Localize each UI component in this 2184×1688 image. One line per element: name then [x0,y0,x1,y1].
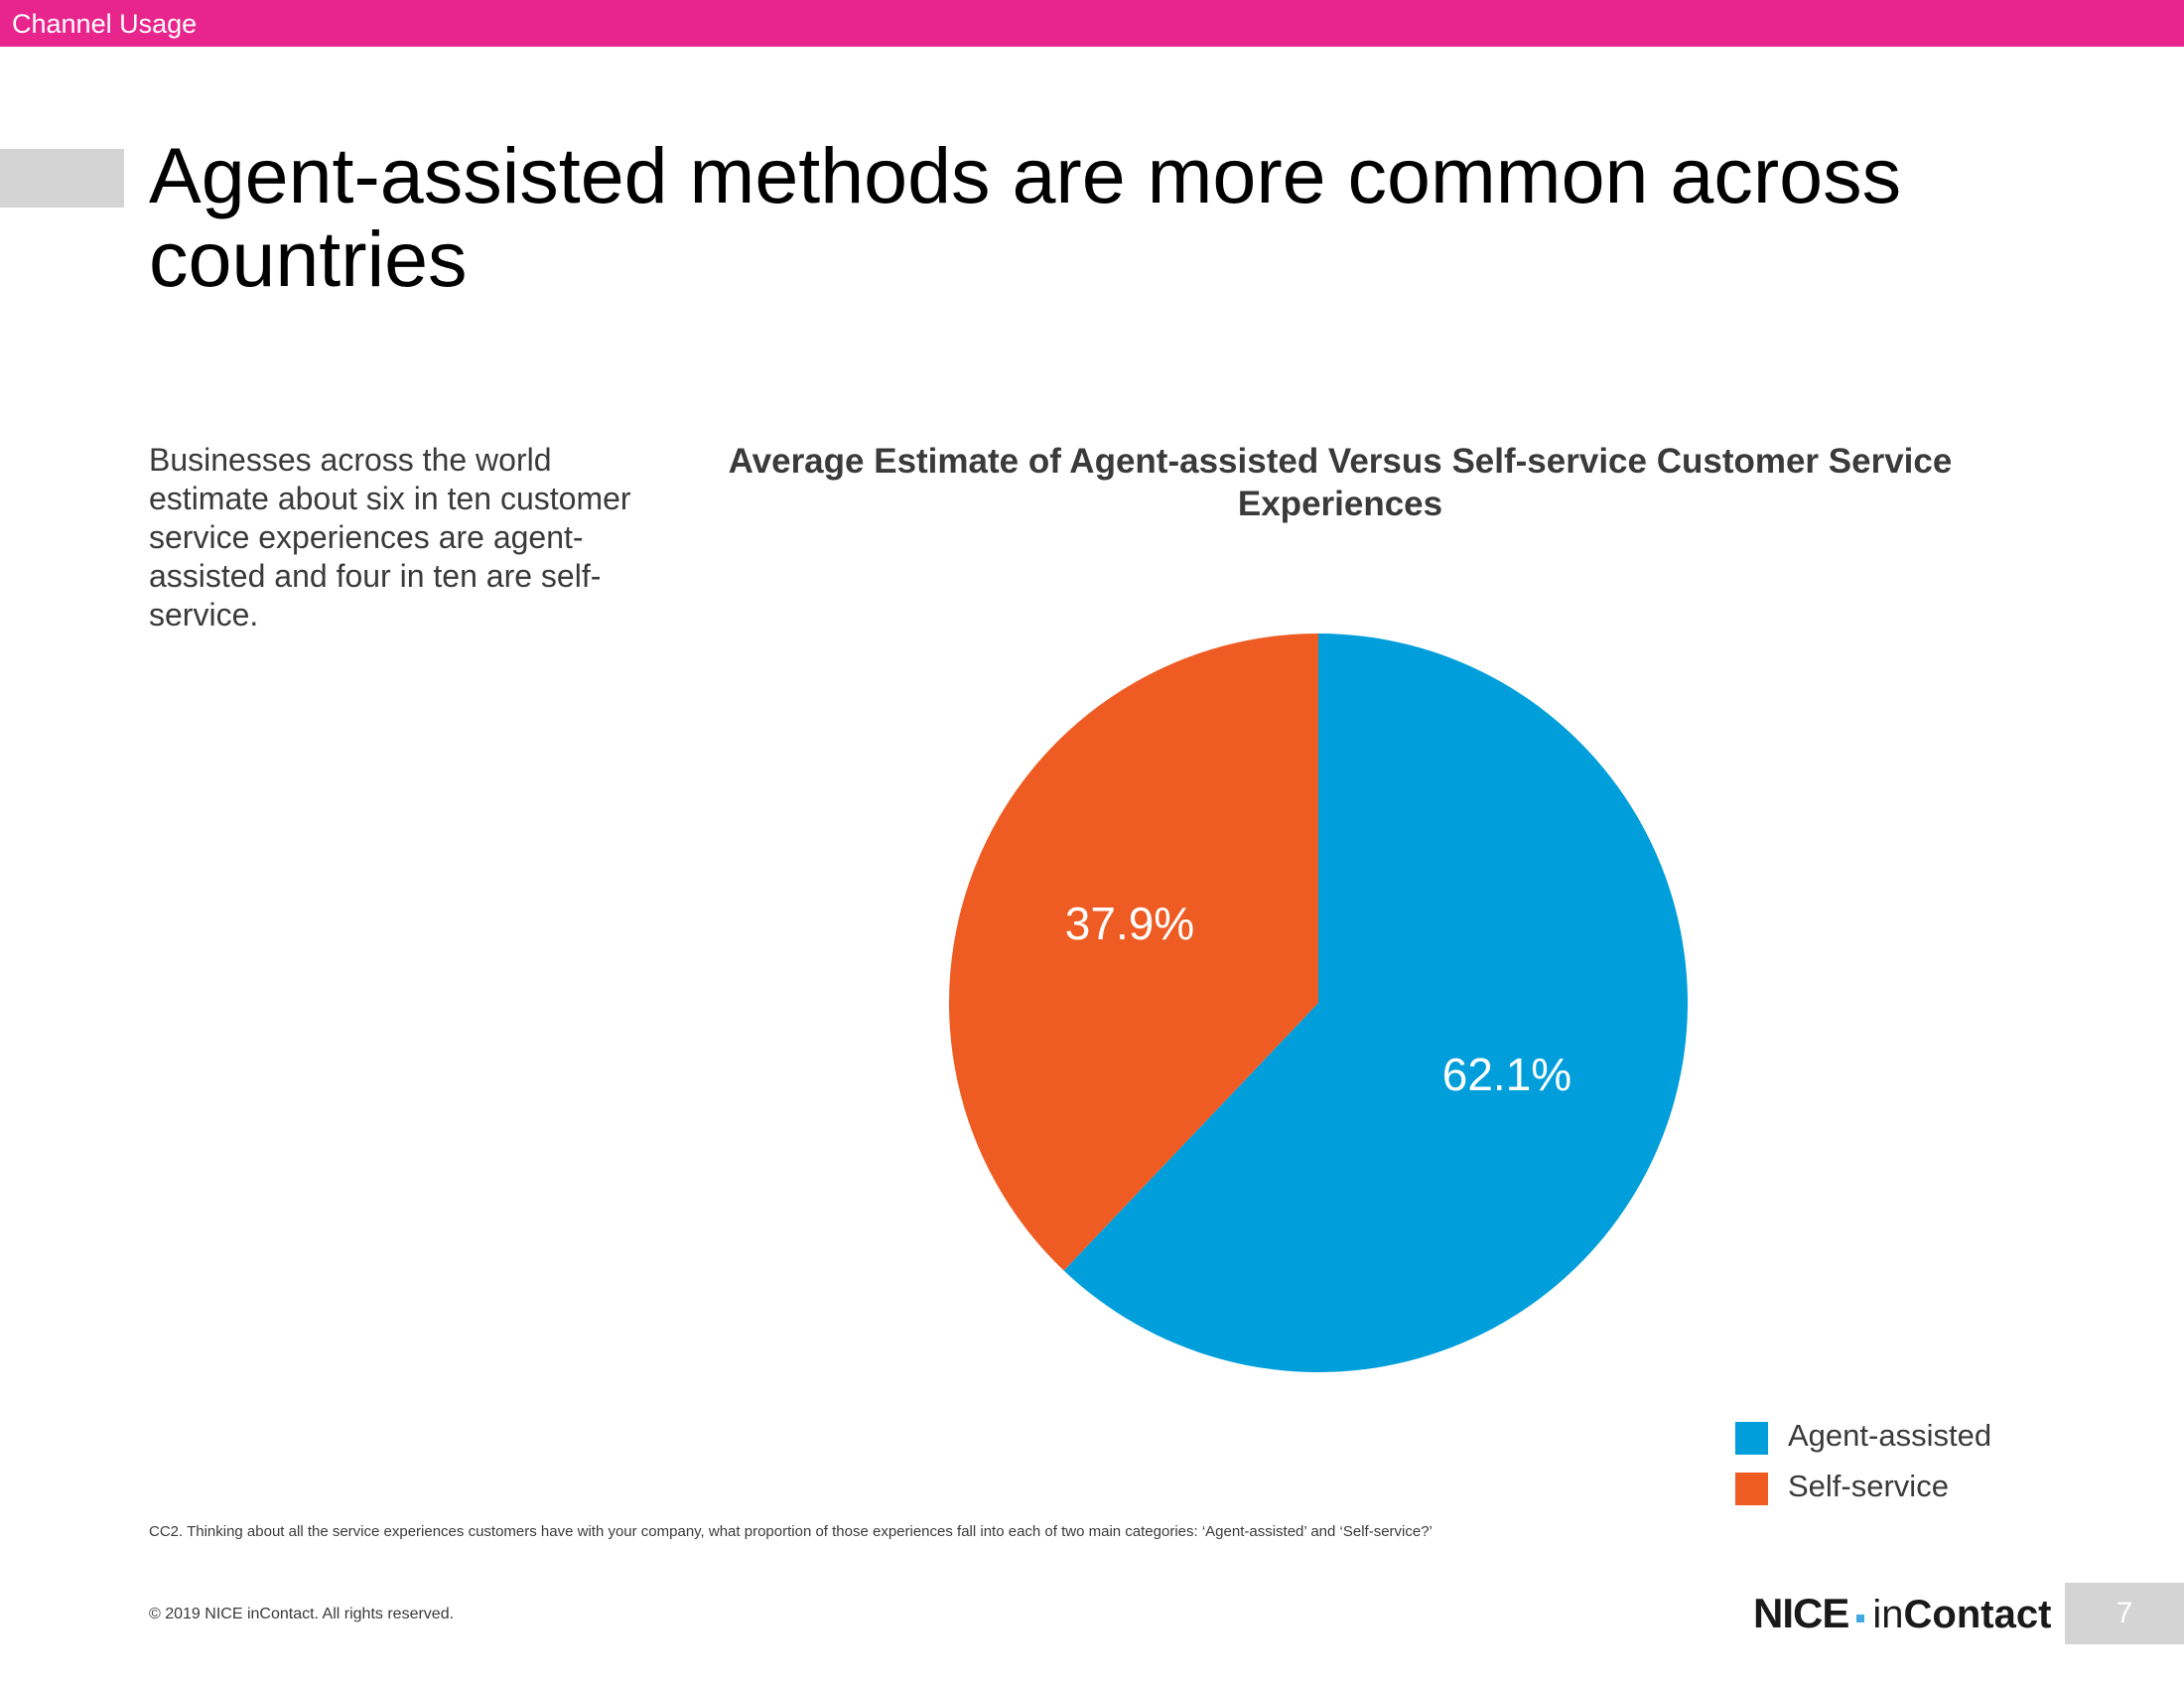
pie-label-agent-assisted: 62.1% [1442,1049,1571,1100]
page-number: 7 [2116,1597,2133,1629]
nice-incontact-logo: NICE inContact [1753,1590,2051,1639]
copyright: © 2019 NICE inContact. All rights reserv… [149,1606,455,1622]
logo-dot-icon [1856,1614,1865,1622]
legend-swatch-self-service [1735,1473,1768,1505]
title-marker [0,149,124,208]
legend-swatch-agent-assisted [1735,1422,1768,1455]
logo-in: in [1872,1593,1904,1636]
pie-slice-agent-assisted [1063,633,1688,1373]
section-label: Channel Usage [12,9,198,39]
logo-contact: Contact [1903,1593,2052,1636]
pie-label-self-service: 37.9% [1065,898,1194,949]
footnote: CC2. Thinking about all the service expe… [149,1523,1433,1540]
pie-slice-self-service [949,633,1318,1271]
legend-label-self-service: Self-service [1788,1469,1949,1503]
logo-nice: NICE [1753,1590,1849,1636]
chart-title: Average Estimate of Agent-assisted Versu… [728,442,1953,523]
top-bar: Channel Usage [0,0,2184,47]
page-title: Agent-assisted methods are more common a… [149,131,1902,303]
body-text: Businesses across the world estimate abo… [149,442,631,633]
legend-label-agent-assisted: Agent-assisted [1788,1418,1992,1453]
page-number-box: 7 [2065,1583,2184,1644]
